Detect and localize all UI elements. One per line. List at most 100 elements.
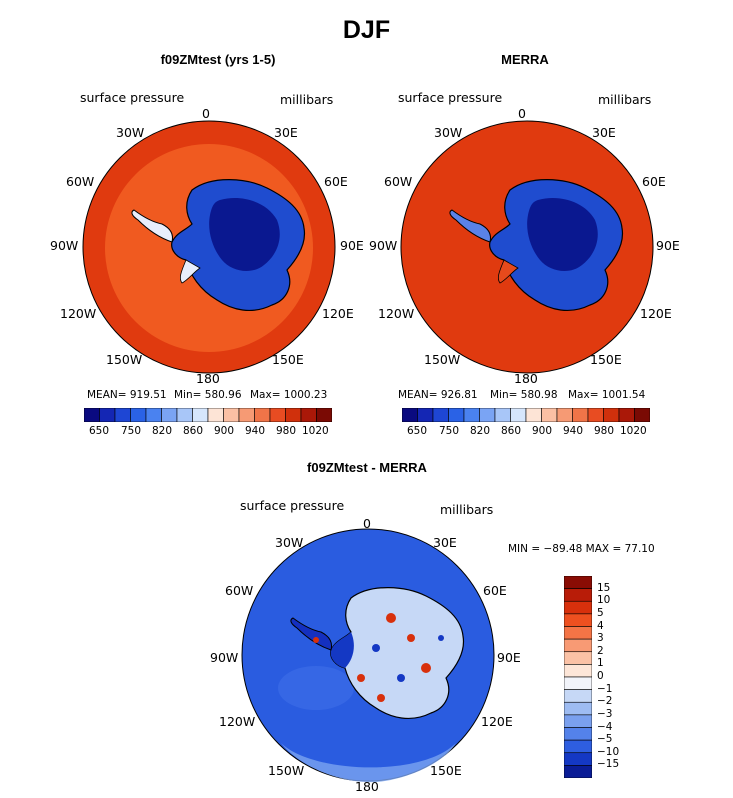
lon-label-90w: 90W: [210, 650, 239, 665]
colorbar-swatch: [510, 407, 527, 423]
panel-title-model: f09ZMtest (yrs 1-5): [160, 52, 276, 67]
colorbar-swatch: [563, 638, 593, 653]
cb-diff-label: 15: [597, 581, 611, 594]
anomaly-spot: [386, 613, 396, 623]
colorbar-swatch: [563, 714, 593, 728]
colorbar-swatch: [192, 407, 209, 423]
lon-label-150e: 150E: [590, 352, 622, 367]
lon-label-0: 0: [518, 106, 526, 121]
colorbar-swatch: [618, 407, 635, 423]
colorbar-model: [83, 407, 333, 426]
anomaly-spot: [372, 644, 380, 652]
stat-min-obs: Min= 580.98: [490, 389, 558, 401]
lon-label-120e: 120E: [640, 306, 672, 321]
antarctic-peninsula: [131, 209, 173, 243]
panel-title-obs: MERRA: [501, 52, 549, 67]
colorbar-swatch: [563, 701, 593, 716]
antarctica-interior: [209, 198, 280, 272]
ross-ice-shelf: [179, 259, 201, 284]
anomaly-spot: [407, 634, 415, 642]
colorbar-swatch: [401, 407, 418, 423]
colorbar-swatch: [238, 407, 255, 423]
lon-label-30w: 30W: [434, 125, 463, 140]
colorbar-swatch: [300, 407, 317, 423]
lon-label-150e: 150E: [430, 763, 462, 778]
variable-label-model: surface pressure: [80, 90, 185, 105]
colorbar-swatch: [161, 407, 178, 423]
lon-label-30e: 30E: [274, 125, 298, 140]
cb-diff-label: 5: [597, 606, 604, 619]
lon-label-150w: 150W: [268, 763, 305, 778]
antarctica-interior: [527, 198, 598, 272]
colorbar-diff: [563, 575, 593, 782]
colorbar-swatch: [176, 407, 193, 423]
colorbar-swatch: [114, 407, 131, 423]
cb-model-label-1020: 1020: [302, 425, 329, 437]
cb-obs-label-980: 980: [594, 425, 615, 437]
lon-label-30w: 30W: [275, 535, 304, 550]
lon-label-150w: 150W: [106, 352, 143, 367]
ross-ice-shelf: [497, 259, 519, 284]
cb-diff-label: 2: [597, 644, 604, 657]
cb-diff-label: −3: [597, 707, 613, 720]
cb-obs-label-750: 750: [439, 425, 460, 437]
lon-label-60e: 60E: [483, 583, 507, 598]
colorbar-obs-swatches: [401, 407, 651, 423]
lon-label-60w: 60W: [384, 174, 413, 189]
lon-label-150e: 150E: [272, 352, 304, 367]
ocean-anomaly-lighter: [278, 666, 354, 710]
cb-obs-label-900: 900: [532, 425, 553, 437]
lon-label-150w: 150W: [424, 352, 461, 367]
lon-label-90e: 90E: [497, 650, 521, 665]
cb-obs-label-860: 860: [501, 425, 522, 437]
diff-min-max: MIN = −89.48 MAX = 77.10: [508, 543, 655, 555]
colorbar-swatch: [130, 407, 147, 423]
lon-label-30e: 30E: [433, 535, 457, 550]
colorbar-swatch: [587, 407, 604, 423]
cb-diff-label: 4: [597, 619, 604, 632]
colorbar-swatch: [563, 765, 593, 779]
cb-obs-label-940: 940: [563, 425, 584, 437]
colorbar-swatch: [572, 407, 589, 423]
colorbar-swatch: [269, 407, 286, 423]
antarctic-peninsula: [290, 617, 332, 651]
antarctic-peninsula: [449, 209, 491, 243]
lon-label-120w: 120W: [219, 714, 256, 729]
colorbar-swatch: [634, 407, 651, 423]
cb-model-label-940: 940: [245, 425, 266, 437]
panel-title-diff: f09ZMtest - MERRA: [307, 460, 427, 475]
cb-model-label-650: 650: [89, 425, 110, 437]
colorbar-swatch: [83, 407, 100, 423]
cb-model-label-900: 900: [214, 425, 235, 437]
lon-label-60w: 60W: [225, 583, 254, 598]
variable-label-diff: surface pressure: [240, 498, 345, 513]
lon-label-30e: 30E: [592, 125, 616, 140]
colorbar-swatch: [316, 407, 333, 423]
lon-label-0: 0: [202, 106, 210, 121]
lon-label-90e: 90E: [340, 238, 364, 253]
ocean-anomaly-rim: [281, 743, 456, 783]
units-label-diff: millibars: [440, 502, 494, 517]
colorbar-swatch: [432, 407, 449, 423]
anomaly-spot: [421, 663, 431, 673]
cb-diff-label: −5: [597, 733, 613, 746]
units-label-model: millibars: [280, 92, 334, 107]
cb-model-label-860: 860: [183, 425, 204, 437]
colorbar-swatch: [285, 407, 302, 423]
colorbar-swatch: [556, 407, 573, 423]
cb-model-label-820: 820: [152, 425, 173, 437]
colorbar-swatch: [563, 588, 593, 602]
anomaly-spot: [377, 694, 385, 702]
stat-max-model: Max= 1000.23: [250, 389, 328, 401]
cb-diff-label: −1: [597, 682, 613, 695]
stat-min-model: Min= 580.96: [174, 389, 242, 401]
cb-model-label-980: 980: [276, 425, 297, 437]
anomaly-spot: [397, 674, 405, 682]
colorbar-swatch: [603, 407, 620, 423]
colorbar-swatch: [563, 600, 593, 615]
colorbar-swatch: [563, 689, 593, 703]
colorbar-swatch: [563, 752, 593, 766]
lon-label-90e: 90E: [656, 238, 680, 253]
cb-diff-label: 3: [597, 632, 604, 645]
cb-diff-label: 1: [597, 657, 604, 670]
